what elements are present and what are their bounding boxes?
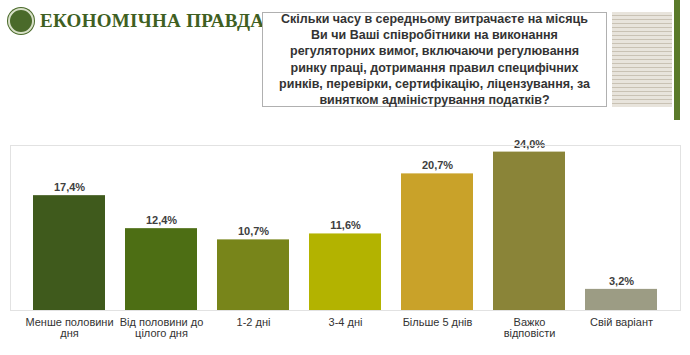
html-text:ЕКОНОМІЧНА ПРАВДА: ЕКОНОМІЧНА ПРАВДА xyxy=(40,10,265,31)
svg-text:Менше половинидня: Менше половинидня xyxy=(25,316,113,339)
svg-text:1-2 дні: 1-2 дні xyxy=(237,316,271,328)
svg-text:17,4%: 17,4% xyxy=(54,181,85,193)
svg-text:12,4%: 12,4% xyxy=(146,214,177,226)
svg-text:Від половини доцілого дня: Від половини доцілого дня xyxy=(120,316,204,339)
svg-text:3-4 дні: 3-4 дні xyxy=(329,316,363,328)
svg-text:Більше 5 днів: Більше 5 днів xyxy=(403,316,473,328)
svg-text:Важковідповісти: Важковідповісти xyxy=(504,316,556,339)
svg-text:11,6%: 11,6% xyxy=(330,219,361,231)
svg-text:24,0%: 24,0% xyxy=(514,138,545,150)
svg-text:20,7%: 20,7% xyxy=(422,159,453,171)
svg-text:Свій варіант: Свій варіант xyxy=(590,316,653,328)
svg-text:10,7%: 10,7% xyxy=(238,225,269,237)
html-text:Скільки часу в середньому витр: Скільки часу в середньому витрачаєте на … xyxy=(279,11,590,107)
svg-text:3,2%: 3,2% xyxy=(609,275,634,287)
